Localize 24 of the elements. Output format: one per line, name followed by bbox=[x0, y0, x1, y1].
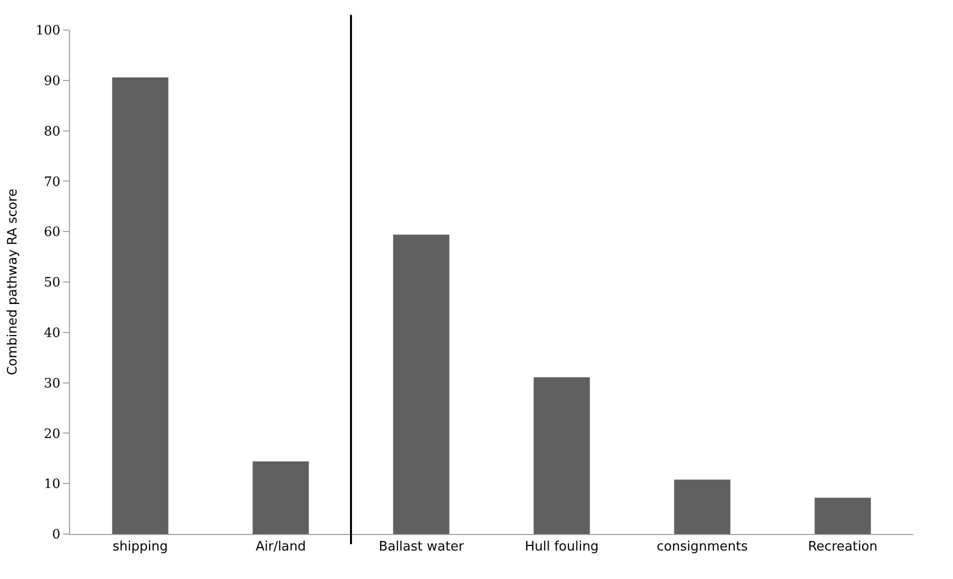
x-tick-label: shipping bbox=[112, 540, 168, 555]
y-tick-label: 100 bbox=[36, 24, 60, 39]
x-tick-label: Air/land bbox=[256, 540, 306, 555]
x-tick-label: consignments bbox=[656, 540, 748, 555]
y-tick-label: 50 bbox=[44, 276, 60, 291]
bar bbox=[674, 480, 730, 534]
bar bbox=[393, 234, 450, 534]
y-tick-label: 30 bbox=[44, 376, 60, 392]
y-tick-label: 80 bbox=[44, 124, 60, 140]
y-tick-label: 60 bbox=[44, 225, 60, 240]
y-tick-label: 0 bbox=[52, 528, 60, 543]
bar bbox=[814, 498, 871, 534]
x-tick-label: Recreation bbox=[808, 540, 878, 555]
bar bbox=[112, 77, 168, 534]
y-tick-label: 90 bbox=[44, 74, 60, 89]
y-axis-title: Combined pathway RA score bbox=[6, 188, 21, 376]
x-tick-label: Hull fouling bbox=[524, 540, 599, 555]
y-tick-label: 40 bbox=[44, 326, 60, 341]
bar bbox=[534, 377, 590, 534]
y-tick-label: 20 bbox=[44, 426, 60, 442]
y-tick-label: 70 bbox=[44, 174, 60, 190]
bar bbox=[252, 461, 309, 534]
x-tick-label: Ballast water bbox=[378, 540, 464, 555]
y-tick-label: 10 bbox=[44, 477, 60, 492]
